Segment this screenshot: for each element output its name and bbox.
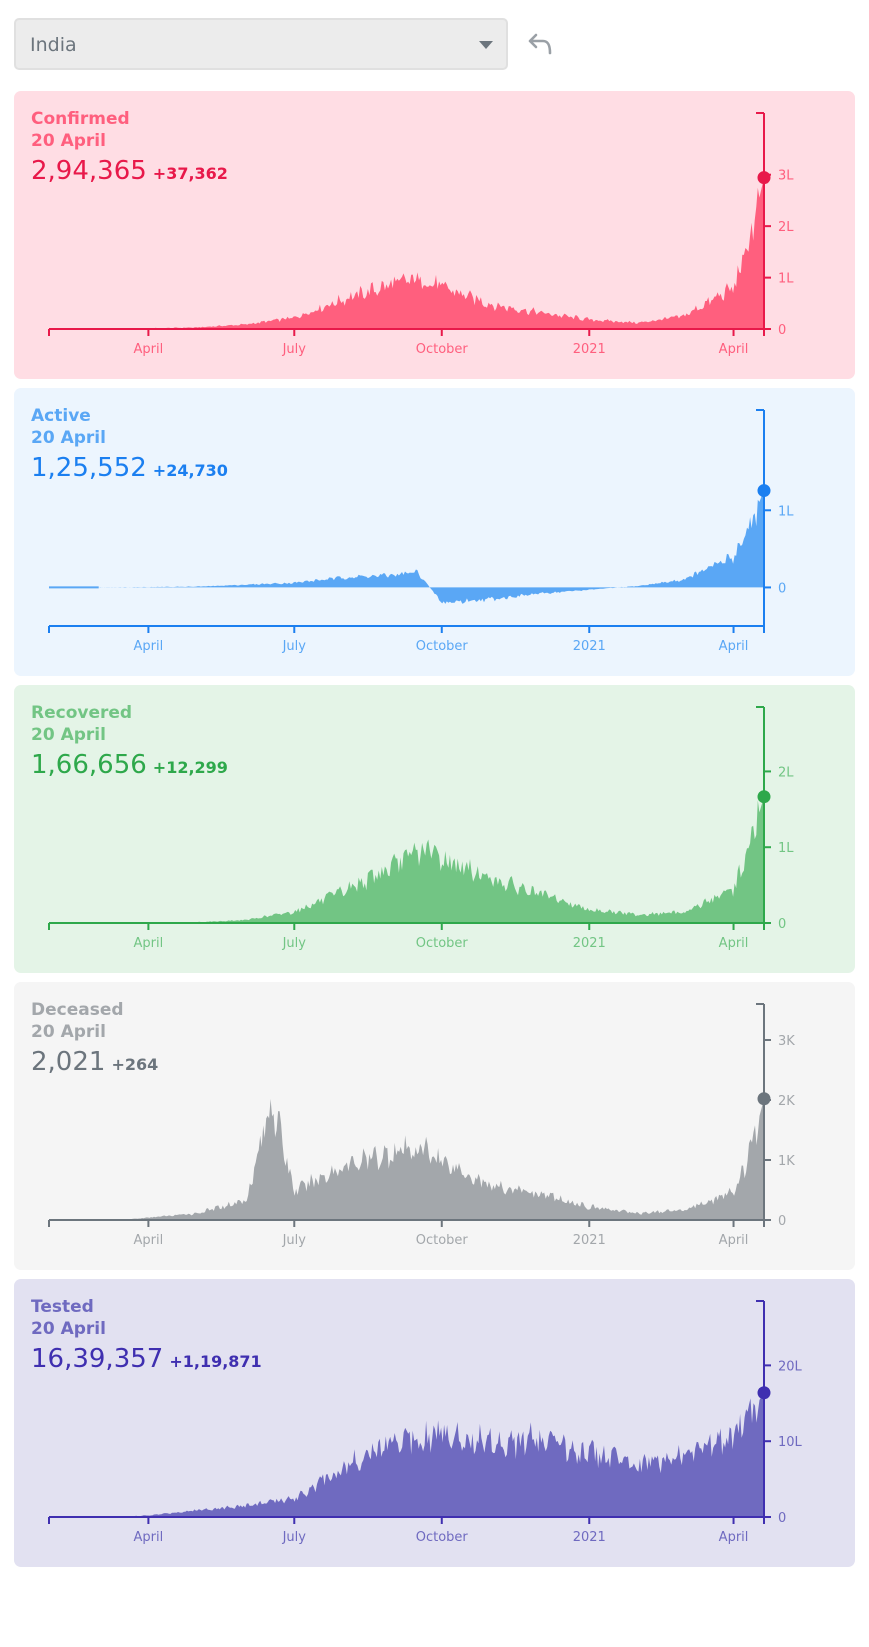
y-tick-label: 0 [778,917,786,932]
x-tick-label: October [416,1233,469,1248]
x-tick-label: 2021 [573,1530,606,1545]
stat-date: 20 April [31,1022,106,1042]
x-tick-label: April [134,342,164,357]
x-tick-label: April [134,1233,164,1248]
stat-title: Tested [31,1297,94,1317]
stat-total: 2,021 [31,1047,106,1077]
y-tick-label: 10L [778,1435,803,1450]
stat-date: 20 April [31,428,106,448]
y-tick-label: 0 [778,581,786,596]
last-value-marker [757,790,771,804]
x-tick-label: April [134,639,164,654]
y-tick-label: 0 [778,1214,786,1229]
stat-summary: Tested 20 April 16,39,357 +1,19,871 [31,1296,262,1374]
stat-total: 1,66,656 [31,750,147,780]
y-tick-label: 1L [778,504,794,519]
stat-date: 20 April [31,131,106,151]
chart-panel-recovered[interactable]: April July October 2021 April 0 1L 2L Recovered 2… [14,685,855,973]
x-tick-label: 2021 [573,1233,606,1248]
x-tick-label: April [719,1233,749,1248]
x-tick-label: April [719,639,749,654]
stat-title: Deceased [31,1000,124,1020]
x-tick-label: April [134,1530,164,1545]
stat-title: Recovered [31,703,133,723]
stat-total: 1,25,552 [31,453,147,483]
stat-title: Active [31,406,91,426]
x-tick-label: October [416,639,469,654]
stat-delta: +1,19,871 [169,1352,262,1371]
series-area [98,490,764,604]
stat-values: 2,94,365 +37,362 [31,156,228,186]
x-tick-label: October [416,342,469,357]
x-tick-label: April [719,936,749,951]
y-tick-label: 2K [778,1094,795,1109]
series-area [98,796,764,924]
stat-date: 20 April [31,1319,106,1339]
region-select-value: India [30,34,77,56]
stat-values: 2,021 +264 [31,1047,158,1077]
stat-delta: +24,730 [152,461,228,480]
x-tick-label: 2021 [573,639,606,654]
stat-values: 1,25,552 +24,730 [31,453,228,483]
x-tick-label: July [282,1233,307,1248]
series-area [121,1098,765,1220]
y-tick-label: 2L [778,220,794,235]
x-tick-label: April [719,1530,749,1545]
y-tick-label: 1L [778,841,794,856]
x-tick-label: April [134,936,164,951]
y-tick-label: 2L [778,765,794,780]
chart-plot: April July October 2021 April 0 1K 2K 3K [48,1003,795,1248]
chart-panel-tested[interactable]: April July October 2021 April 0 10L 20L Tested 20… [14,1279,855,1567]
stat-summary: Active 20 April 1,25,552 +24,730 [31,405,228,483]
y-tick-label: 0 [778,1511,786,1526]
chart-panel-confirmed[interactable]: April July October 2021 April 0 1L 2L 3L Confirme… [14,91,855,379]
chart-panel-active[interactable]: April July October 2021 April 0 1L Active 20 Apr… [14,388,855,676]
region-select[interactable]: India [14,18,508,70]
x-tick-label: October [416,1530,469,1545]
stat-total: 2,94,365 [31,156,147,186]
stat-title: Confirmed [31,109,130,129]
y-tick-label: 1L [778,272,794,287]
x-tick-label: July [282,639,307,654]
y-tick-label: 1K [778,1154,795,1169]
stat-date: 20 April [31,725,106,745]
y-tick-label: 3L [778,169,794,184]
stat-total: 16,39,357 [31,1344,164,1374]
stat-summary: Confirmed 20 April 2,94,365 +37,362 [31,108,228,186]
y-tick-label: 3K [778,1034,795,1049]
stat-values: 1,66,656 +12,299 [31,750,228,780]
series-area [121,1392,765,1517]
stat-summary: Recovered 20 April 1,66,656 +12,299 [31,702,228,780]
stat-summary: Deceased 20 April 2,021 +264 [31,999,158,1077]
stat-values: 16,39,357 +1,19,871 [31,1344,262,1374]
x-tick-label: July [282,342,307,357]
y-tick-label: 20L [778,1359,803,1374]
series-area [98,177,764,330]
chart-panel-deceased[interactable]: April July October 2021 April 0 1K 2K 3K Deceased… [14,982,855,1270]
chart-plot: April July October 2021 April 0 1L [48,409,794,654]
chevron-down-icon [479,41,493,49]
stat-delta: +12,299 [152,758,228,777]
chart-plot: April July October 2021 April 0 1L 2L [48,706,794,951]
stat-delta: +264 [111,1055,159,1074]
x-tick-label: July [282,1530,307,1545]
chart-plot: April July October 2021 April 0 1L 2L 3L [48,112,794,357]
last-value-marker [757,1386,771,1400]
top-bar: India [14,18,554,74]
last-value-marker [757,484,771,498]
y-tick-label: 0 [778,323,786,338]
x-tick-label: October [416,936,469,951]
last-value-marker [757,1092,771,1106]
x-tick-label: 2021 [573,936,606,951]
x-tick-label: July [282,936,307,951]
x-tick-label: 2021 [573,342,606,357]
chart-plot: April July October 2021 April 0 10L 20L [48,1300,803,1545]
x-tick-label: April [719,342,749,357]
stat-delta: +37,362 [152,164,228,183]
last-value-marker [757,171,771,185]
undo-icon[interactable] [527,32,553,56]
